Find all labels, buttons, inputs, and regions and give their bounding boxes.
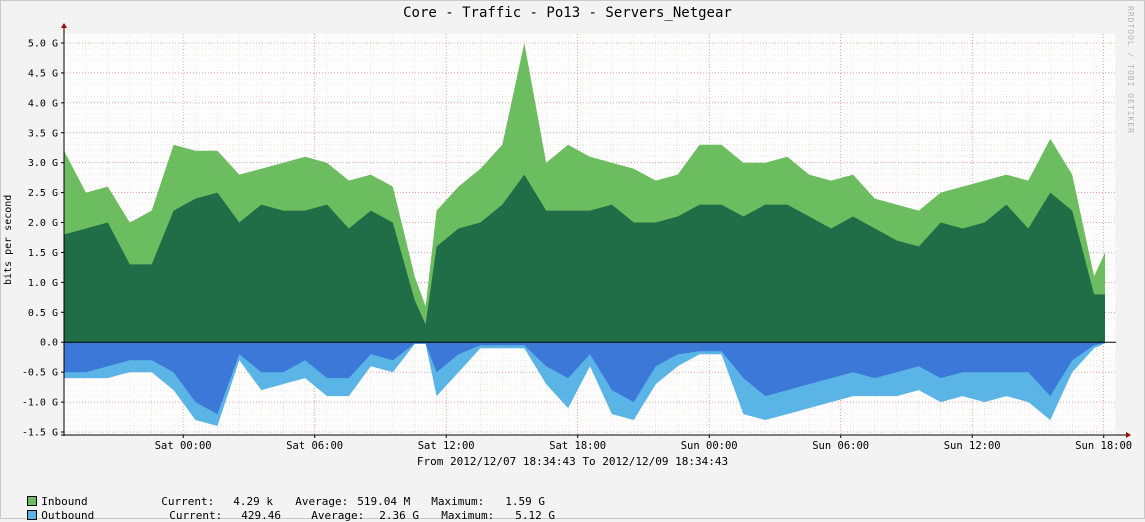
legend-row-inbound: Inbound Current: 4.29 k Average: 519.04 M Max…	[14, 482, 545, 508]
y-tick-label: 4.5 G	[28, 68, 58, 79]
inbound-average-label: Average:	[295, 495, 349, 508]
x-tick-label: Sat 00:00	[155, 440, 212, 452]
y-tick-label: 0.5 G	[28, 308, 58, 319]
inbound-label: Inbound	[41, 495, 88, 508]
inbound-current-value: 4.29 k	[233, 495, 273, 508]
outbound-label: Outbound	[41, 509, 95, 522]
inbound-maximum-label: Maximum:	[431, 495, 485, 508]
y-tick-label: 1.5 G	[28, 248, 58, 259]
y-tick-label: -0.5 G	[22, 368, 58, 379]
x-tick-label: Sun 00:00	[681, 440, 738, 452]
outbound-current-label: Current:	[169, 509, 223, 522]
outbound-average-value: 2.36 G	[379, 509, 419, 522]
chart-title: Core - Traffic - Po13 - Servers_Netgear	[403, 5, 732, 21]
traffic-chart: 5.0 G 4.5 G 4.0 G 3.5 G 3.0 G 2.5 G 2.0 G 1.5 G…	[22, 23, 1132, 452]
y-tick-label: 3.5 G	[28, 128, 58, 139]
inbound-area	[64, 174, 1105, 343]
outbound-maximum-label: Maximum:	[441, 509, 495, 522]
x-tick-label: Sat 06:00	[286, 440, 343, 452]
x-axis-arrow	[1126, 432, 1131, 438]
legend-row-outbound: Outbound Current: 429.46 Average: 2.36 G Maxi…	[14, 496, 555, 522]
outbound-current-value: 429.46	[241, 509, 281, 522]
inbound-current-label: Current:	[161, 495, 215, 508]
x-tick-label: Sun 12:00	[944, 440, 1001, 452]
outbound-area	[64, 342, 1105, 415]
y-tick-label: 2.0 G	[28, 218, 58, 229]
y-tick-label: 5.0 G	[28, 39, 58, 50]
time-range: From 2012/12/07 18:34:43 To 2012/12/09 1…	[416, 455, 729, 468]
y-tick-label: 4.0 G	[28, 98, 58, 109]
y-tick-label: -1.0 G	[22, 398, 58, 409]
outbound-average-label: Average:	[311, 509, 365, 522]
x-tick-label: Sat 18:00	[549, 440, 606, 452]
y-tick-label: 0.0	[40, 338, 58, 349]
inbound-average-value: 519.04 M	[357, 495, 411, 508]
outbound-maximum-value: 5.12 G	[515, 509, 555, 522]
y-axis-arrow	[61, 23, 67, 28]
y-tick-label: 1.0 G	[28, 278, 58, 289]
inbound-maximum-value: 1.59 G	[505, 495, 545, 508]
y-tick-label: -1.5 G	[22, 428, 58, 439]
x-tick-label: Sun 18:00	[1075, 440, 1132, 452]
x-tick-label: Sun 06:00	[812, 440, 869, 452]
y-tick-label: 3.0 G	[28, 158, 58, 169]
x-tick-label: Sat 12:00	[418, 440, 475, 452]
inbound-swatch	[27, 496, 38, 506]
rrdtool-watermark: RRDTOOL / TOBI OETIKER	[1126, 6, 1135, 134]
y-tick-label: 2.5 G	[28, 188, 58, 199]
